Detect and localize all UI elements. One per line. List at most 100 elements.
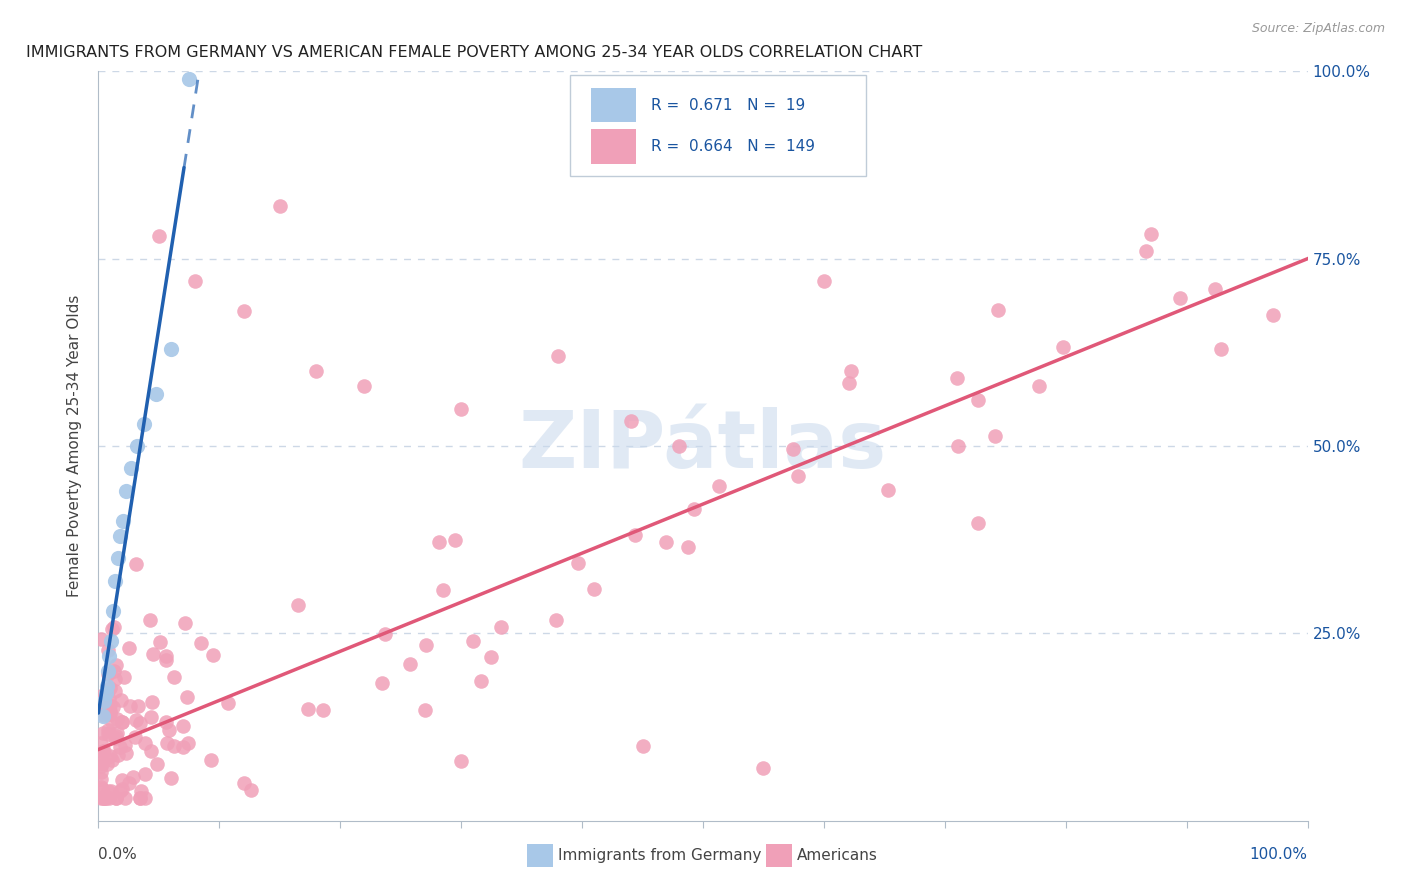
Point (172, 719, 194, 733)
Point (160, 342, 183, 356)
Point (200, 753, 222, 767)
Point (190, 636, 212, 650)
Point (201, 648, 224, 662)
Point (654, 534, 676, 549)
Point (100, 633, 122, 648)
Point (1135, 244, 1157, 258)
Point (97, 726, 120, 740)
Point (489, 620, 512, 634)
Point (90, 750, 112, 764)
Point (134, 766, 156, 780)
Point (177, 736, 200, 750)
Point (104, 729, 127, 743)
Point (683, 502, 706, 516)
Point (98, 691, 121, 706)
Point (620, 414, 643, 428)
Point (1168, 292, 1191, 306)
Text: R =  0.671   N =  19: R = 0.671 N = 19 (651, 97, 806, 112)
Point (297, 701, 319, 715)
Point (432, 582, 454, 597)
Point (547, 349, 569, 363)
Text: Source: ZipAtlas.com: Source: ZipAtlas.com (1251, 22, 1385, 36)
Point (146, 757, 169, 772)
Point (1209, 342, 1232, 356)
Point (93, 791, 115, 805)
Point (98, 648, 121, 663)
Point (1028, 379, 1050, 393)
Point (269, 199, 291, 213)
Point (128, 715, 150, 730)
Point (413, 703, 436, 717)
Point (353, 379, 375, 393)
Point (96, 667, 118, 681)
Point (134, 736, 156, 750)
Point (97, 664, 120, 678)
Point (96, 699, 118, 714)
Point (105, 658, 128, 673)
Point (877, 483, 900, 497)
Point (129, 791, 152, 805)
Point (134, 417, 156, 431)
Point (96, 706, 118, 721)
Point (101, 700, 124, 714)
Point (94, 686, 117, 700)
Point (676, 540, 699, 554)
Point (93, 725, 115, 739)
Point (107, 748, 129, 763)
Point (176, 690, 198, 704)
Point (115, 746, 138, 760)
Point (93, 744, 115, 758)
Point (101, 604, 124, 618)
Point (141, 695, 163, 709)
Point (90, 697, 112, 711)
Point (312, 703, 335, 717)
Point (239, 783, 262, 797)
Point (111, 772, 134, 787)
Point (371, 676, 394, 690)
Point (752, 761, 775, 775)
Point (112, 670, 135, 684)
Point (98, 707, 121, 722)
Point (90, 780, 112, 794)
Point (100, 749, 122, 764)
Point (987, 303, 1010, 318)
Point (966, 516, 988, 530)
Point (125, 558, 148, 572)
Point (782, 442, 804, 456)
Point (111, 514, 134, 528)
Point (668, 439, 690, 453)
Point (544, 613, 567, 627)
Point (160, 771, 183, 785)
Point (232, 776, 254, 790)
Point (91, 791, 114, 805)
Point (217, 696, 239, 710)
Point (108, 529, 131, 543)
Point (1052, 340, 1074, 354)
Point (104, 684, 127, 698)
Point (90, 689, 112, 703)
Point (838, 376, 860, 390)
Point (105, 712, 128, 726)
FancyBboxPatch shape (569, 75, 866, 177)
Point (155, 648, 177, 663)
Point (287, 599, 309, 613)
Point (97, 706, 120, 721)
Point (110, 693, 132, 707)
Point (125, 713, 148, 727)
Point (232, 304, 254, 318)
Point (105, 791, 128, 805)
Point (103, 619, 125, 633)
Point (174, 616, 197, 631)
Point (1261, 308, 1284, 322)
Point (127, 439, 149, 453)
Point (91, 744, 114, 758)
Point (91, 781, 114, 796)
Point (427, 535, 450, 549)
Point (967, 393, 990, 408)
Point (141, 744, 163, 758)
Point (470, 673, 492, 688)
Point (93, 694, 115, 708)
Point (583, 582, 606, 596)
FancyBboxPatch shape (591, 87, 637, 122)
Point (91, 708, 114, 723)
